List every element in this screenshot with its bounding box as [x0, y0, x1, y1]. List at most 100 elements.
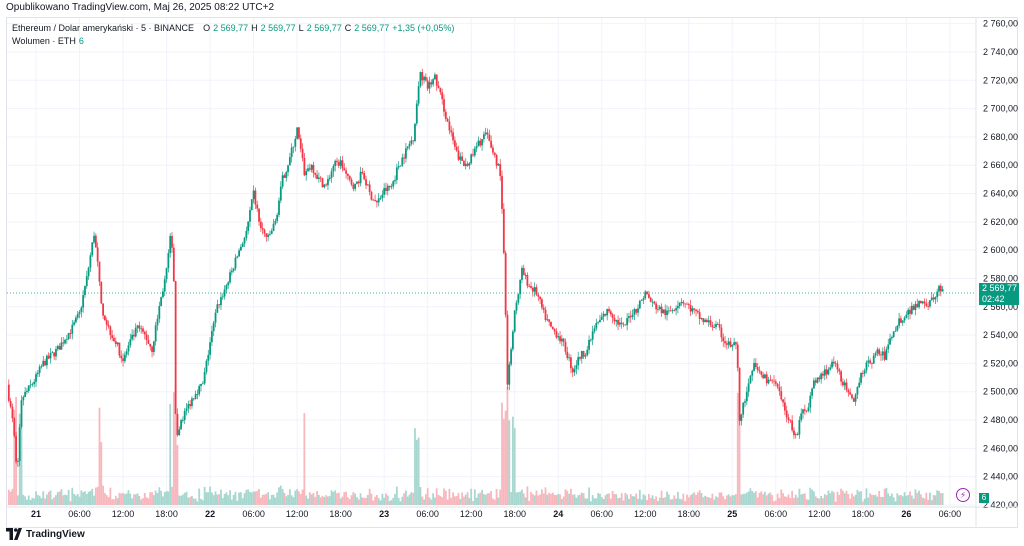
volume-bar	[783, 496, 786, 505]
lightning-icon[interactable]: ⚡	[956, 488, 970, 502]
candle-body	[889, 338, 891, 345]
candle-body	[303, 158, 306, 176]
candle-body	[191, 398, 193, 407]
candle-body	[261, 227, 264, 230]
volume-bar	[270, 494, 273, 505]
candle-body	[731, 345, 734, 347]
volume-bar	[849, 498, 852, 505]
candle-body	[69, 333, 72, 334]
legend-open-label: O	[203, 23, 211, 33]
candle-body	[341, 160, 344, 169]
candle-body	[914, 303, 917, 310]
volume-bar	[232, 494, 235, 505]
volume-bar	[765, 495, 768, 505]
volume-bar	[929, 492, 931, 505]
volume-bar	[446, 499, 449, 505]
candle-body	[472, 154, 474, 156]
candle-body	[706, 319, 708, 323]
candle-body	[602, 313, 605, 317]
volume-bar	[162, 496, 164, 505]
candle-body	[900, 318, 902, 323]
candle-body	[343, 168, 346, 171]
legend-volume-label[interactable]: Wolumen · ETH	[12, 36, 76, 46]
volume-bar	[675, 498, 677, 505]
volume-bar	[834, 501, 837, 505]
candle-body	[878, 349, 881, 355]
candle-body	[769, 379, 772, 381]
legend-symbol[interactable]: Ethereum / Dolar amerykański · 5 · BINAN…	[12, 23, 195, 33]
volume-bar	[259, 497, 262, 505]
candle-body	[118, 342, 121, 356]
x-tick-label: 12:00	[808, 509, 831, 519]
candle-body	[147, 340, 150, 344]
volume-bar	[700, 492, 703, 505]
volume-bar	[823, 494, 826, 505]
candle-body	[444, 111, 447, 119]
candle-body	[725, 343, 728, 345]
volume-bar	[114, 495, 117, 505]
candle-body	[73, 322, 75, 325]
volume-bar	[414, 428, 416, 505]
chart-legend: Ethereum / Dolar amerykański · 5 · BINAN…	[12, 22, 454, 48]
candle-body	[194, 394, 197, 399]
volume-bar	[829, 493, 832, 505]
candle-body	[131, 334, 134, 340]
candle-body	[183, 411, 186, 420]
volume-bar	[336, 493, 338, 505]
candle-body	[288, 157, 291, 166]
candle-body	[27, 385, 30, 391]
volume-bar	[486, 493, 489, 505]
volume-bar	[401, 496, 404, 505]
volume-bar	[201, 500, 204, 505]
volume-bar	[626, 494, 629, 505]
y-tick-label: 2 580,00	[983, 273, 1018, 283]
candle-body	[337, 162, 340, 166]
volume-bar	[176, 445, 179, 505]
volume-bar	[386, 495, 389, 505]
volume-bar	[871, 494, 873, 505]
volume-bar	[138, 496, 141, 505]
candle-body	[256, 204, 259, 209]
volume-bar	[250, 492, 253, 505]
volume-bar	[930, 500, 933, 505]
candle-body	[798, 420, 801, 435]
volume-bar	[887, 493, 890, 505]
volume-bar	[109, 487, 112, 505]
candle-body	[738, 367, 741, 421]
volume-bar	[811, 489, 813, 505]
volume-bar	[279, 485, 282, 505]
candle-body	[129, 339, 132, 346]
candle-body	[452, 132, 454, 141]
last-price-value: 2 569,77	[982, 283, 1018, 293]
volume-bar	[881, 496, 884, 505]
volume-bar	[606, 493, 609, 505]
candle-body	[932, 297, 935, 300]
volume-bar	[687, 497, 690, 505]
volume-bar	[513, 428, 516, 505]
volume-bar	[361, 497, 364, 505]
volume-bar	[75, 495, 77, 505]
candle-body	[56, 346, 59, 349]
volume-bar	[142, 498, 144, 505]
candle-body	[466, 163, 469, 166]
volume-bar	[722, 496, 725, 505]
candle-body	[852, 398, 855, 402]
candle-body	[613, 317, 616, 322]
y-tick-label: 2 680,00	[983, 132, 1018, 142]
volume-bar	[392, 497, 395, 505]
x-tick-label: 12:00	[460, 509, 483, 519]
volume-bar	[560, 498, 563, 505]
candle-body	[209, 342, 211, 355]
volume-bar	[890, 493, 893, 505]
candle-body	[481, 139, 483, 146]
volume-bar	[267, 492, 270, 505]
volume-bar	[733, 495, 736, 505]
candle-body	[765, 374, 768, 384]
volume-bar	[838, 494, 841, 505]
volume-bar	[499, 489, 502, 505]
tradingview-brand[interactable]: TradingView	[6, 528, 85, 540]
volume-bar	[171, 486, 173, 505]
volume-bar	[481, 489, 483, 505]
candle-body	[754, 363, 757, 368]
